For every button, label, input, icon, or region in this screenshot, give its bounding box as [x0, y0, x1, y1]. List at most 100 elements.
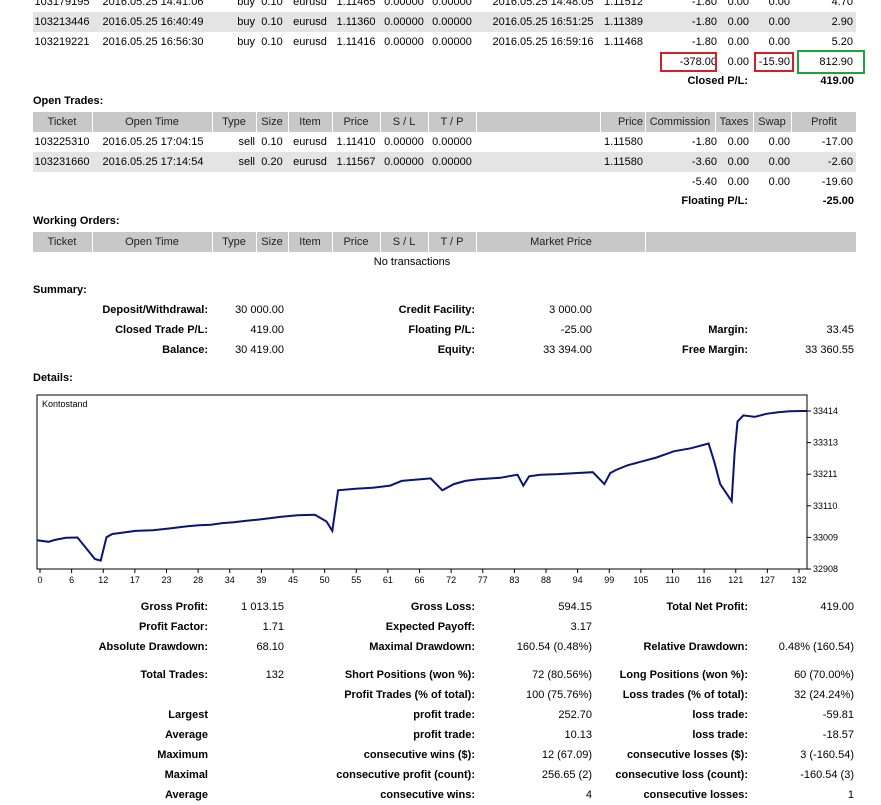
floating-pl-label: Floating P/L: [681, 195, 748, 207]
closed-trade-ticket: 103179195 [34, 0, 90, 8]
closed-trade-commission: -1.80 [691, 36, 717, 48]
total-net-value: 419.00 [820, 601, 854, 613]
x-tick-label: 94 [573, 575, 583, 585]
open-trade-tp: 0.00000 [432, 136, 472, 148]
closed-trade-row: 103213446 2016.05.25 16:40:49 buy 0.10 eurus… [33, 12, 856, 32]
total-trades-value: 132 [265, 669, 284, 681]
max-consec-profit-label: consecutive profit (count): [336, 769, 475, 781]
summary-floating-label: Floating P/L: [408, 324, 475, 336]
summary-floating-value: -25.00 [560, 324, 592, 336]
closed-trade-item: eurusd [293, 36, 327, 48]
x-tick-label: 105 [633, 575, 648, 585]
header-open-time: Open Time [125, 116, 179, 128]
closed-pl-value: 419.00 [820, 75, 854, 87]
largest-profit-label: profit trade: [413, 709, 475, 721]
wo-header-item: Item [299, 236, 321, 248]
open-total-taxes: 0.00 [727, 176, 749, 188]
short-positions-value: 72 (80.56%) [532, 669, 592, 681]
loss-trades-value: 32 (24.24%) [794, 689, 854, 701]
chart-title: Kontostand [42, 399, 88, 409]
open-total-profit: -19.60 [821, 176, 853, 188]
chart-plot-frame [36, 394, 808, 570]
average-loss-label: loss trade: [692, 729, 748, 741]
open-trade-item: eurusd [293, 156, 327, 168]
closed-trade-taxes: 0.00 [727, 36, 749, 48]
y-tick-label: 33009 [813, 532, 838, 542]
average-consec-label: Average [164, 789, 208, 801]
header-type: Type [222, 116, 246, 128]
x-tick-label: 132 [791, 575, 806, 585]
header-tp: T / P [440, 116, 464, 128]
wo-header-open-time: Open Time [125, 236, 179, 248]
closed-trade-swap: 0.00 [768, 36, 790, 48]
working-orders-header: Ticket Open Time Type Size Item Price S … [33, 232, 856, 252]
open-trade-open-time: 2016.05.25 17:14:54 [102, 156, 204, 168]
open-trade-commission: -1.80 [691, 136, 717, 148]
max-consec-wins-value: 12 (67.09) [541, 749, 592, 761]
x-tick-label: 39 [256, 575, 266, 585]
open-trade-row: 103225310 2016.05.25 17:04:15 sell 0.10 euru… [33, 132, 856, 152]
closed-trade-type: buy [237, 36, 255, 48]
largest-label: Largest [168, 709, 208, 721]
wo-header-ticket: Ticket [47, 236, 77, 248]
open-totals-row: -5.40 0.00 0.00 -19.60 [33, 172, 856, 192]
short-positions-label: Short Positions (won %): [344, 669, 475, 681]
gross-profit-value: 1 013.15 [241, 601, 284, 613]
deposit-value: 30 000.00 [235, 304, 284, 316]
header-commission: Commission [649, 116, 711, 128]
largest-profit-value: 252.70 [558, 709, 592, 721]
closed-total-profit: 812.90 [819, 56, 853, 68]
y-tick-label: 33414 [813, 406, 838, 416]
floating-pl-value: -25.00 [822, 195, 854, 207]
open-trade-item: eurusd [293, 136, 327, 148]
open-trade-swap: 0.00 [768, 156, 790, 168]
closed-trade-open-time: 2016.05.25 14:41:06 [102, 0, 204, 8]
wo-header-price: Price [343, 236, 369, 248]
closed-trade-pl-value: 419.00 [250, 324, 284, 336]
gross-loss-label: Gross Loss: [410, 601, 475, 613]
x-tick-label: 23 [161, 575, 171, 585]
open-trade-ticket: 103225310 [34, 136, 90, 148]
closed-pl-label: Closed P/L: [687, 75, 748, 87]
max-consec-losses-label: consecutive losses ($): [626, 749, 748, 761]
max-consec-loss-value: -160.54 (3) [800, 769, 854, 781]
total-trades-label: Total Trades: [140, 669, 208, 681]
maximum-label: Maximum [157, 749, 208, 761]
credit-label: Credit Facility: [398, 304, 475, 316]
open-trade-price: 1.11410 [336, 136, 376, 148]
closed-trade-tp: 0.00000 [432, 16, 472, 28]
header-ticket: Ticket [47, 116, 77, 128]
open-trade-row: 103231660 2016.05.25 17:14:54 sell 0.20 euru… [33, 152, 856, 172]
gross-profit-label: Gross Profit: [140, 601, 208, 613]
x-tick-label: 34 [225, 575, 235, 585]
margin-value: 33.45 [826, 324, 854, 336]
balance-value: 30 419.00 [235, 344, 284, 356]
max-consec-wins-label: consecutive wins ($): [363, 749, 475, 761]
closed-trade-price: 1.11465 [336, 0, 376, 8]
loss-trades-label: Loss trades (% of total): [622, 689, 748, 701]
closed-trade-pl-label: Closed Trade P/L: [115, 324, 208, 336]
largest-loss-label: loss trade: [692, 709, 748, 721]
max-consec-losses-value: 3 (-160.54) [800, 749, 854, 761]
no-transactions-text: No transactions [373, 256, 451, 268]
equity-value: 33 394.00 [543, 344, 592, 356]
y-tick-label: 33110 [813, 501, 837, 511]
highlight-swap-box [754, 52, 794, 72]
x-tick-label: 77 [478, 575, 488, 585]
closed-trade-profit: 5.20 [831, 36, 853, 48]
wo-header-size: Size [261, 236, 283, 248]
average-loss-value: -18.57 [822, 729, 854, 741]
wo-header-tp: T / P [440, 236, 464, 248]
closed-trade-size: 0.10 [261, 36, 283, 48]
absolute-drawdown-label: Absolute Drawdown: [98, 641, 208, 653]
open-trade-profit: -2.60 [827, 156, 853, 168]
avg-consec-wins-value: 4 [585, 789, 592, 801]
closed-trade-close-price: 1.11389 [604, 16, 643, 28]
open-trade-cur-price: 1.11580 [604, 156, 643, 168]
closed-total-swap: -15.90 [758, 56, 790, 68]
wo-header-market-price: Market Price [530, 236, 592, 248]
x-tick-label: 66 [414, 575, 424, 585]
absolute-drawdown-value: 68.10 [256, 641, 284, 653]
open-trade-price: 1.11567 [336, 156, 376, 168]
summary-title: Summary: [33, 284, 87, 296]
